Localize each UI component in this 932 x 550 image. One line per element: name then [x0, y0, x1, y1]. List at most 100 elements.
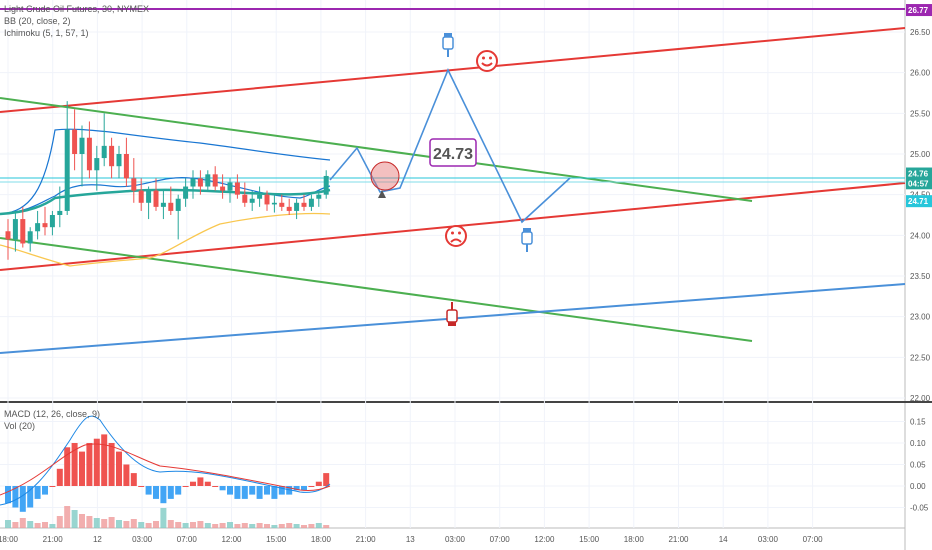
volume-bar — [301, 525, 307, 528]
hand-palm — [521, 231, 533, 245]
macd-bar — [138, 486, 145, 487]
candle-body — [123, 154, 129, 179]
bb-basis — [0, 188, 331, 216]
macd-tick-label: 0.10 — [910, 439, 926, 448]
hand-palm — [446, 309, 458, 323]
time-tick-label: 03:00 — [132, 535, 153, 544]
price-tick-label: 23.50 — [910, 272, 931, 281]
macd-bar — [130, 473, 137, 486]
macd-line — [0, 415, 331, 506]
grid — [0, 0, 905, 528]
macd-bar — [12, 486, 19, 508]
volume-bar — [219, 523, 226, 528]
volume-bar — [204, 523, 211, 528]
candle-body — [86, 137, 92, 171]
face-eye — [489, 56, 492, 60]
volume-bar — [86, 516, 93, 528]
hand-pointer-down-icon — [442, 33, 454, 57]
macd-bar — [93, 438, 100, 486]
volume-bar — [323, 525, 330, 528]
candle-body — [116, 154, 122, 167]
upper-green-line — [0, 97, 753, 202]
legend-ichimoku: Ichimoku (5, 1, 57, 1) — [4, 28, 89, 38]
volume-bar — [34, 523, 41, 528]
legend-vol: Vol (20) — [4, 421, 36, 431]
upper-channel-line — [0, 27, 906, 113]
macd-bar — [256, 486, 263, 499]
candle-body — [101, 145, 107, 159]
candle-body — [279, 202, 285, 207]
volume-bar — [227, 522, 233, 528]
price-badge-label: 04:57 — [908, 179, 929, 188]
macd-bar — [219, 486, 226, 491]
candle-body — [212, 174, 218, 187]
volume-bar — [293, 524, 300, 528]
macd-bar — [182, 486, 189, 487]
candle-body — [153, 190, 159, 207]
volume-bar — [79, 514, 85, 528]
candle-body — [42, 223, 48, 228]
candle-body — [109, 145, 115, 167]
price-badge: 24.71 — [906, 195, 932, 208]
volume-bar — [153, 521, 159, 528]
hand-pointer-down-icon — [521, 228, 533, 252]
macd-bar — [79, 451, 85, 486]
volume-bar — [19, 518, 26, 528]
price-badge-bg — [906, 195, 932, 208]
time-tick-label: 14 — [719, 535, 728, 544]
volume-bar — [264, 524, 270, 528]
time-tick-label: 21:00 — [356, 535, 377, 544]
time-tick-label: 13 — [406, 535, 415, 544]
bb-lower — [0, 177, 331, 215]
price-tick-label: 25.00 — [910, 150, 931, 159]
price-badge-label: 24.76 — [908, 170, 929, 179]
candle-body — [301, 202, 307, 207]
price-tick-label: 25.50 — [910, 109, 931, 118]
macd-bar — [116, 451, 122, 486]
price-tick-label: 26.50 — [910, 28, 931, 37]
price-pane-bg — [0, 0, 905, 400]
macd-bar — [56, 468, 63, 486]
volume-bar — [286, 523, 293, 528]
volume-bar — [212, 524, 219, 528]
time-tick-label: 21:00 — [43, 535, 64, 544]
candle-body — [27, 231, 33, 244]
price-tick-label: 22.50 — [910, 353, 931, 362]
volume-bar — [256, 523, 263, 528]
axes: 26.50 26.00 25.50 25.00 24.50 24.00 23.50 23.00… — [0, 28, 931, 544]
lower-legend: MACD (12, 26, close, 9) Vol (20) — [4, 408, 100, 432]
time-tick-label: 12:00 — [534, 535, 555, 544]
candle-body — [308, 198, 314, 207]
volume-bar — [42, 522, 48, 528]
candle-body — [94, 158, 100, 171]
time-tick-label: 18:00 — [311, 535, 332, 544]
volume-bar — [315, 523, 322, 528]
macd-bar — [301, 486, 307, 491]
macd-bar — [234, 486, 241, 499]
time-tick-label: 18:00 — [624, 535, 645, 544]
candle-body — [72, 129, 78, 154]
price-tick-label: 26.00 — [910, 69, 931, 78]
face-outline — [445, 225, 467, 247]
volume-bar — [249, 524, 256, 528]
macd-bar — [249, 486, 256, 495]
candle-body — [205, 174, 211, 187]
macd-tick-label: 0.15 — [910, 418, 926, 427]
hand-cuff — [448, 322, 456, 326]
frown-face-icon — [445, 225, 467, 247]
macd-bar — [123, 464, 130, 486]
volume-bar — [101, 519, 108, 528]
smile-face-icon — [476, 50, 498, 72]
candle-body — [323, 175, 329, 195]
candle-body — [12, 219, 18, 240]
volume-bar — [93, 518, 100, 528]
time-tick-label: 07:00 — [490, 535, 511, 544]
volume-bar — [271, 525, 278, 528]
time-tick-label: 12:00 — [221, 535, 242, 544]
price-callout[interactable]: 24.73 — [429, 138, 477, 167]
face-eye — [482, 56, 485, 60]
macd-bar — [212, 486, 219, 487]
price-badge-bg — [906, 167, 932, 180]
price-badge-label: 24.71 — [908, 197, 929, 206]
